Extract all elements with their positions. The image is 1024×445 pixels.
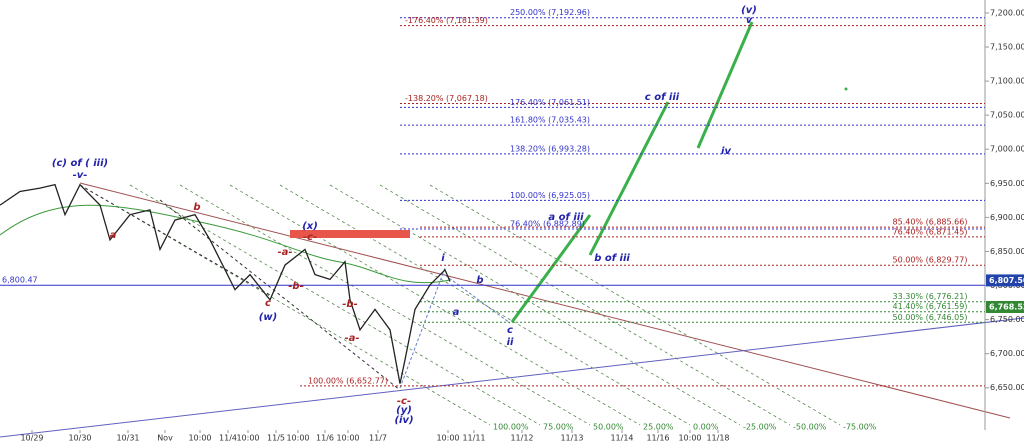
wave-label: -b-: [288, 281, 303, 292]
wave-label: (x): [302, 221, 318, 232]
fan-label: 100.00%: [493, 423, 529, 432]
drawings: [0, 21, 1024, 438]
level-label: 100.00% (6,925.05): [510, 191, 590, 200]
x-tick-label: 11/11: [462, 434, 485, 443]
y-tick-label: 6,950.00: [990, 179, 1024, 188]
y-tick-label: 7,050.00: [990, 111, 1024, 120]
x-tick-label: 10:00: [286, 434, 309, 443]
fan-label: 50.00%: [593, 423, 624, 432]
x-tick-label: 10:00: [336, 434, 359, 443]
y-tick-label: 6,750.00: [990, 315, 1024, 324]
price-tag-label: 6,768.52: [989, 302, 1024, 311]
x-tick-label: 11/14: [610, 434, 633, 443]
x-tick-label: 10:00: [678, 434, 701, 443]
wave-label: c of iii: [645, 92, 680, 103]
wave-label: -c-: [303, 232, 317, 243]
x-tick-label: 10/30: [68, 434, 91, 443]
wave-label: (w): [259, 312, 277, 323]
x-tick-label: 11/6: [316, 434, 334, 443]
level-label: 250.00% (7,192.96): [510, 8, 590, 17]
wave-label: (v): [741, 5, 757, 16]
wave-label: c: [265, 298, 271, 309]
level-label: 76.40% (6,871.45): [893, 227, 968, 236]
wave-label: ii: [507, 337, 514, 348]
price-line: [0, 183, 451, 384]
level-label: 138.20% (6,993.28): [510, 144, 590, 153]
wave-label: v: [746, 15, 753, 26]
level-label: 76.40% (6,882.89): [510, 220, 585, 229]
wave-label: c: [507, 325, 513, 336]
x-tick-label: 10:00: [236, 434, 259, 443]
wave-label: (y): [396, 405, 412, 416]
y-tick-label: 7,150.00: [990, 43, 1024, 52]
x-tick-label: Nov: [157, 434, 173, 443]
wave-label: a: [453, 307, 460, 318]
y-tick-label: 7,200.00: [990, 8, 1024, 17]
level-label: 50.00% (6,746.05): [893, 313, 968, 322]
wave-label: b of iii: [594, 253, 630, 264]
wave-label: a: [110, 230, 117, 241]
wave-label: -b-: [342, 299, 357, 310]
x-tick-label: 11/5: [267, 434, 285, 443]
level-label: -176.40% (7,181.39): [405, 16, 488, 25]
x-tick-label: 11/12: [510, 434, 533, 443]
level-label: 50.00% (6,829.77): [893, 256, 968, 265]
level-label: 33.30% (6,776.21): [893, 292, 968, 301]
y-tick-label: 6,700.00: [990, 349, 1024, 358]
fan-label: 75.00%: [543, 423, 574, 432]
wave-label: i: [441, 253, 445, 264]
fan-label: 25.00%: [643, 423, 674, 432]
x-tick-label: 11/16: [646, 434, 669, 443]
level-label: 161.80% (7,035.43): [510, 116, 590, 125]
wave-label: (iv): [394, 415, 413, 426]
y-tick-label: 6,650.00: [990, 383, 1024, 392]
price-tag-label: 6,807.50: [989, 276, 1024, 285]
wave-label: -v-: [73, 170, 88, 181]
fan-label: 0.00%: [693, 423, 719, 432]
x-tick-label: 10:00: [436, 434, 459, 443]
wave-label: iv: [721, 146, 731, 157]
price-line-label: 6,800.47: [2, 276, 38, 285]
level-label: 85.40% (6,885.66): [893, 218, 968, 227]
y-tick-label: 7,000.00: [990, 145, 1024, 154]
wave-label: a of iii: [548, 212, 584, 223]
x-tick-label: 11/13: [560, 434, 583, 443]
level-label: -138.20% (7,067.18): [405, 94, 488, 103]
x-tick-label: 11/7: [369, 434, 387, 443]
level-label: 100.00% (6,652.77): [308, 376, 388, 385]
price-tag: [986, 274, 1024, 287]
x-tick-label: 10:00: [188, 434, 211, 443]
fan-label: -50.00%: [793, 423, 827, 432]
fan-label: -75.00%: [843, 423, 877, 432]
level-label: 41.40% (6,761.59): [893, 302, 968, 311]
y-tick-label: 6,850.00: [990, 247, 1024, 256]
wave-label: b: [193, 202, 200, 213]
price-tag: [986, 300, 1024, 313]
wave-label: -a-: [344, 333, 359, 344]
y-tick-label: 6,900.00: [990, 213, 1024, 222]
x-tick-label: 11/4: [219, 434, 237, 443]
wave-label: (c) of ( iii): [52, 158, 108, 169]
y-tick-label: 7,100.00: [990, 77, 1024, 86]
x-tick-label: 10/31: [116, 434, 139, 443]
wave-label: b: [476, 275, 483, 286]
wave-label: -c-: [397, 396, 411, 407]
level-label: 176.40% (7,061.51): [510, 98, 590, 107]
wave-label: -a-: [277, 247, 292, 258]
x-tick-label: 10/29: [20, 434, 43, 443]
x-tick-label: 11/18: [706, 434, 729, 443]
fan-label: -25.00%: [743, 423, 777, 432]
